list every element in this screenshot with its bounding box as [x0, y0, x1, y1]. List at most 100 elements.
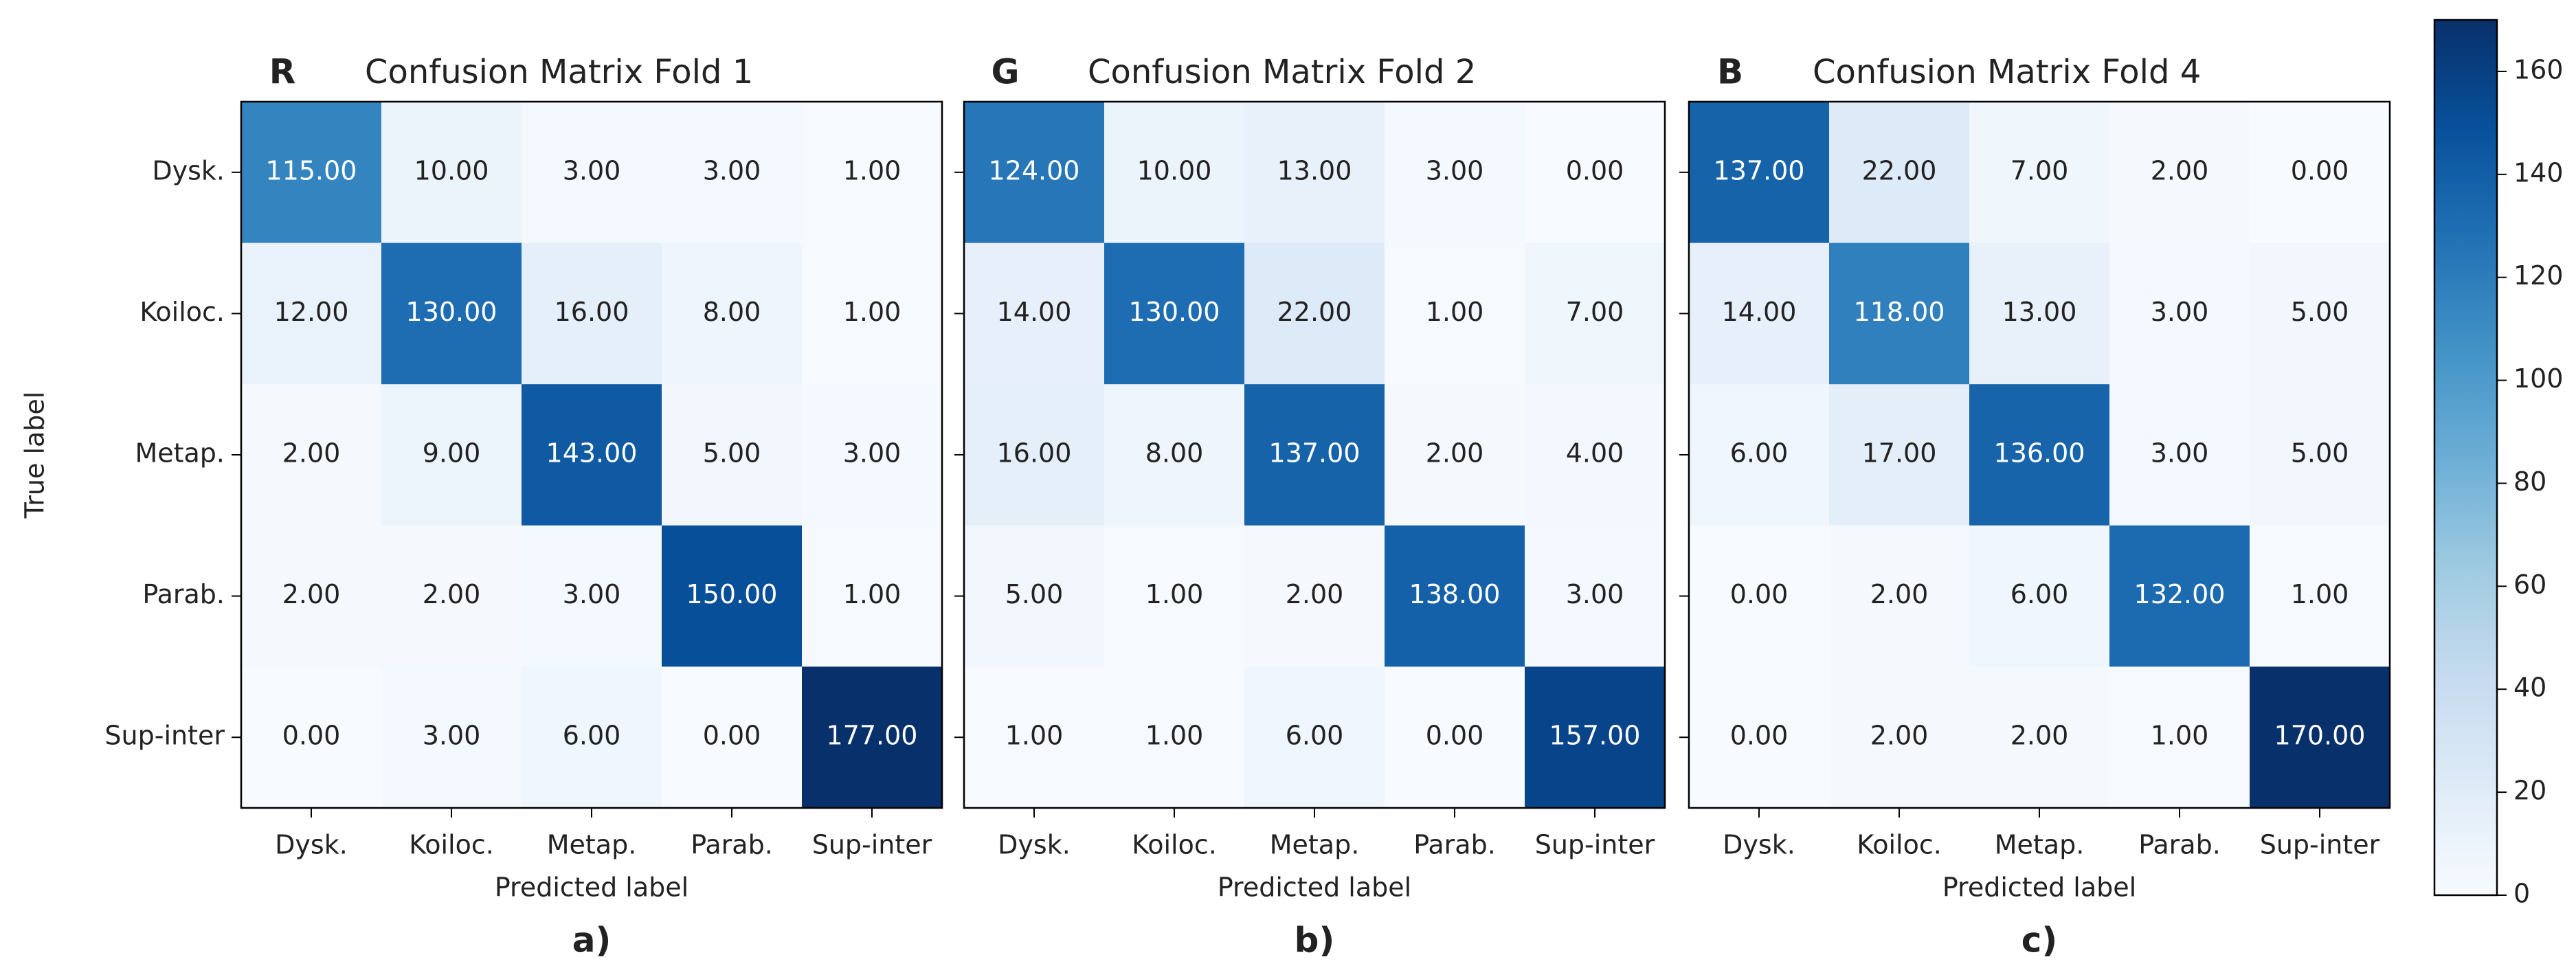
cell	[1829, 384, 1970, 526]
cell	[1969, 243, 2110, 385]
cell	[1829, 525, 1970, 667]
cell	[522, 666, 662, 809]
cell	[662, 384, 803, 526]
cell	[964, 525, 1105, 667]
cell-label: 3.00	[1566, 579, 1624, 609]
chart-title: Confusion Matrix Fold 2	[1088, 53, 1476, 91]
cell-label: 6.00	[2011, 579, 2069, 609]
x-tick-label: Metap.	[1270, 830, 1360, 860]
x-tick-label: Parab.	[1413, 830, 1496, 860]
cell-label: 4.00	[1566, 438, 1624, 469]
panel-letter: B	[1717, 52, 1743, 92]
cell	[1244, 666, 1385, 809]
cell	[241, 243, 382, 385]
x-axis-label: Predicted label	[1218, 873, 1411, 903]
cell-label: 0.00	[1566, 155, 1624, 185]
cell	[1104, 243, 1245, 385]
cell	[662, 525, 803, 667]
cell	[1244, 243, 1385, 385]
cell	[1689, 384, 1830, 526]
cell	[1104, 666, 1245, 809]
panel-caption: b)	[1295, 921, 1335, 960]
colorbar-tick-label: 100	[2513, 363, 2564, 394]
cell	[1244, 102, 1385, 244]
cell	[2109, 666, 2250, 809]
cell	[1829, 666, 1970, 809]
cell-label: 2.00	[2151, 155, 2209, 185]
colorbar-tick-label: 0	[2513, 879, 2530, 909]
x-axis-label: Predicted label	[495, 873, 688, 903]
cell-label: 2.00	[1286, 579, 1344, 609]
cell-label: 3.00	[2151, 438, 2209, 469]
y-tick-label: Koiloc.	[139, 297, 225, 327]
cell-label: 2.00	[1426, 438, 1484, 469]
cell	[1689, 243, 1830, 385]
cell-label: 0.00	[1730, 579, 1789, 609]
cell-label: 16.00	[997, 438, 1072, 469]
cell	[1104, 525, 1245, 667]
cell-label: 16.00	[555, 297, 629, 327]
colorbar-tick-label: 80	[2513, 466, 2546, 497]
cell-label: 150.00	[686, 579, 778, 609]
cell	[522, 525, 662, 667]
cell-label: 2.00	[423, 579, 481, 609]
cell-label: 118.00	[1854, 297, 1945, 327]
colorbar-tick-label: 40	[2513, 673, 2546, 703]
cell-label: 7.00	[2011, 155, 2069, 185]
x-tick-label: Sup-inter	[2260, 830, 2380, 860]
cell-label: 5.00	[2291, 438, 2349, 469]
cell	[1525, 102, 1666, 244]
panel-caption: a)	[572, 921, 612, 960]
x-tick-label: Dysk.	[1723, 830, 1795, 860]
cell	[1385, 384, 1525, 526]
cell	[964, 102, 1105, 244]
cell-label: 157.00	[1549, 721, 1641, 751]
cell	[522, 243, 662, 385]
cell	[802, 525, 943, 667]
cell	[2109, 243, 2250, 385]
colorbar-tick-label: 60	[2513, 570, 2546, 600]
colorbar-tick-label: 140	[2513, 157, 2564, 188]
cell	[2109, 384, 2250, 526]
cell	[1689, 666, 1830, 809]
cell	[1244, 384, 1385, 526]
cell	[2250, 243, 2390, 385]
cell-label: 137.00	[1714, 155, 1805, 185]
cell-label: 3.00	[843, 438, 901, 469]
colorbar-tick-label: 120	[2513, 260, 2564, 291]
cell-label: 6.00	[1286, 721, 1344, 751]
cell-label: 10.00	[1137, 155, 1212, 185]
cell	[802, 102, 943, 244]
cell	[1385, 525, 1525, 667]
cell-label: 1.00	[843, 579, 901, 609]
cell	[1689, 102, 1830, 244]
cell-label: 17.00	[1862, 438, 1937, 469]
cell	[802, 384, 943, 526]
cell-label: 3.00	[563, 155, 621, 185]
x-tick-label: Parab.	[2138, 830, 2221, 860]
cell-label: 1.00	[1145, 721, 1204, 751]
cell-label: 177.00	[827, 721, 918, 751]
x-axis-label: Predicted label	[1942, 873, 2136, 903]
chart-title: Confusion Matrix Fold 1	[365, 53, 753, 91]
cell-label: 3.00	[2151, 297, 2209, 327]
cell	[1829, 102, 1970, 244]
cell-label: 1.00	[2151, 721, 2209, 751]
x-tick-label: Koiloc.	[1132, 830, 1217, 860]
cell-label: 2.00	[282, 579, 341, 609]
x-tick-label: Parab.	[691, 830, 773, 860]
cell-label: 0.00	[703, 721, 761, 751]
panel-letter: R	[269, 52, 296, 92]
x-tick-label: Sup-inter	[812, 830, 932, 860]
cell-label: 5.00	[2291, 297, 2349, 327]
cell-label: 0.00	[1426, 721, 1484, 751]
cell-label: 3.00	[563, 579, 621, 609]
cell	[2250, 102, 2390, 244]
cell	[1525, 666, 1666, 809]
cell-label: 132.00	[2134, 579, 2226, 609]
cell-label: 12.00	[274, 297, 349, 327]
cell-label: 9.00	[423, 438, 481, 469]
cell	[1969, 666, 2110, 809]
colorbar-tick-label: 160	[2513, 54, 2564, 85]
cell-label: 1.00	[2291, 579, 2349, 609]
